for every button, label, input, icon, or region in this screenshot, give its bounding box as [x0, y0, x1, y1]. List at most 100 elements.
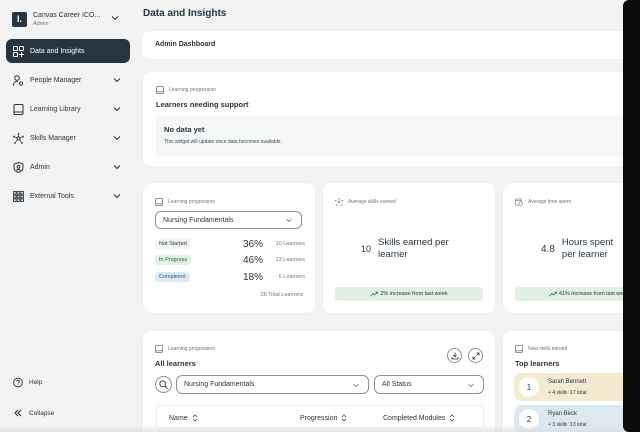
help-icon — [13, 377, 23, 387]
empty-state-text: This widget will update once data become… — [164, 139, 282, 145]
leaderboard-item[interactable]: 1 Sarah Bennett + 4 skills 17 total — [514, 373, 634, 401]
dashboard-tab-bar: Admin Dashboard — [142, 31, 632, 59]
book-icon — [155, 198, 163, 206]
status-percent: 46% — [242, 254, 263, 266]
status-filter-select[interactable]: All Status — [374, 375, 484, 394]
card-eyebrow: Learning progression — [156, 86, 216, 94]
metric-label: Skills earned per learner — [378, 237, 449, 260]
expand-icon — [472, 352, 479, 359]
search-icon — [159, 380, 168, 389]
card-eyebrow: Learning progression — [155, 345, 215, 353]
collapse-label: Collapse — [29, 409, 55, 417]
chevron-down-icon — [113, 194, 121, 199]
status-count: 13 Learners — [275, 257, 305, 263]
download-icon — [451, 352, 458, 359]
sort-icon — [192, 414, 197, 422]
average-time-card: Average time spent 4.8 Hours spent per l… — [503, 183, 640, 313]
learners-needing-support-card: Learning progression Learners needing su… — [143, 72, 633, 166]
main-content: Data and Insights Admin Dashboard Learni… — [142, 0, 640, 432]
chevron-down-icon — [113, 78, 121, 83]
course-filter-select[interactable]: Nursing Fundamentals — [176, 375, 369, 394]
calendar-clock-icon — [515, 198, 523, 206]
sidebar-item-admin[interactable]: Admin — [6, 155, 130, 179]
top-learners-card: New skills earned Top learners 1 Sarah B… — [503, 331, 634, 432]
grid-plus-icon — [13, 45, 24, 57]
sidebar-item-label: External Tools — [30, 192, 74, 200]
card-title: Learners needing support — [156, 100, 249, 109]
status-count: 10 Learners — [275, 241, 305, 247]
page-title: Data and Insights — [143, 8, 227, 19]
sidebar-item-people-manager[interactable]: People Manager — [6, 68, 130, 92]
learner-skills: + 4 skills 17 total — [548, 389, 587, 396]
sidebar-item-external-tools[interactable]: External Tools — [6, 184, 130, 208]
trend-badge: 41% increase from last week — [515, 287, 640, 301]
empty-state-title: No data yet — [164, 125, 205, 134]
window-edge — [623, 0, 640, 432]
empty-state: No data yet This widget will update once… — [156, 116, 626, 156]
org-switcher[interactable]: I. Canvas Career ICO... Admin — [12, 8, 132, 30]
rank-badge: 1 — [519, 377, 539, 397]
chevron-down-icon — [113, 136, 121, 141]
people-gear-icon — [13, 74, 24, 86]
chevron-down-icon — [286, 218, 292, 223]
status-badge: Not Started — [155, 239, 191, 249]
learner-skills: + 3 skills 13 total — [548, 422, 587, 428]
sidebar-item-learning-library[interactable]: Learning Library — [6, 97, 130, 121]
status-badge: Completed — [155, 272, 190, 282]
sort-icon — [342, 414, 347, 422]
column-header-progression[interactable]: Progression — [300, 414, 347, 422]
metric-label: Hours spent per learner — [561, 237, 614, 260]
average-skills-card: Average skills earned 10 Skills earned p… — [323, 183, 495, 313]
trending-up-icon — [549, 291, 557, 297]
org-logo: I. — [12, 11, 27, 27]
metric-value: 10 — [361, 244, 372, 254]
network-icon — [13, 132, 24, 144]
help-button[interactable]: Help — [13, 377, 42, 387]
sidebar-item-data-and-insights[interactable]: Data and Insights — [6, 39, 130, 63]
expand-button[interactable] — [468, 348, 483, 363]
trend-badge: 2% increase from last week — [335, 287, 483, 301]
rank-badge: 2 — [519, 409, 539, 429]
network-icon — [335, 198, 343, 206]
status-row-not-started: Not Started 36% 10 Learners — [155, 238, 305, 250]
chevron-down-icon — [353, 383, 359, 387]
org-role: Admin — [33, 20, 49, 27]
sort-icon — [450, 414, 455, 422]
chevron-down-icon — [113, 107, 121, 112]
sidebar-item-label: Admin — [30, 163, 50, 171]
skills-metric: 10 Skills earned per learner — [361, 237, 473, 261]
status-row-completed: Completed 18% 5 Learners — [155, 271, 305, 283]
tab-admin-dashboard[interactable]: Admin Dashboard — [155, 41, 216, 48]
scroll-fade — [0, 425, 623, 432]
collapse-button[interactable]: Collapse — [13, 408, 54, 418]
sidebar-nav: Data and Insights People Manager Learnin… — [6, 39, 130, 213]
book-icon — [156, 86, 164, 94]
card-eyebrow: Average skills earned — [335, 198, 396, 206]
card-title: Top learners — [515, 359, 560, 368]
status-percent: 18% — [242, 271, 263, 283]
metric-value: 4.8 — [541, 243, 555, 255]
org-name: Canvas Career ICO... — [33, 11, 101, 19]
learner-name: Sarah Bennett — [548, 378, 587, 385]
card-eyebrow: Learning progression — [155, 198, 215, 206]
card-eyebrow: Average time spent — [515, 198, 571, 206]
status-count: 5 Learners — [278, 274, 305, 280]
book-icon — [515, 345, 523, 353]
book-icon — [13, 103, 24, 115]
trending-up-icon — [370, 291, 379, 297]
column-header-completed-modules[interactable]: Completed Modules — [383, 414, 455, 422]
learning-progression-card: Learning progression Nursing Fundamental… — [143, 183, 315, 313]
sidebar-item-skills-manager[interactable]: Skills Manager — [6, 126, 130, 150]
sidebar: I. Canvas Career ICO... Admin Data and I… — [0, 0, 138, 432]
card-eyebrow: New skills earned — [515, 345, 567, 353]
column-header-name[interactable]: Name — [169, 414, 198, 422]
search-button[interactable] — [155, 376, 172, 393]
course-select[interactable]: Nursing Fundamentals — [155, 211, 302, 229]
chevron-down-icon — [111, 16, 119, 21]
chevron-down-icon — [468, 383, 474, 387]
sidebar-item-label: People Manager — [30, 76, 82, 84]
sidebar-item-label: Learning Library — [30, 105, 81, 113]
all-learners-card: Learning progression All learners Nursin… — [143, 331, 495, 432]
download-button[interactable] — [447, 348, 462, 363]
double-chevron-left-icon — [13, 408, 23, 418]
